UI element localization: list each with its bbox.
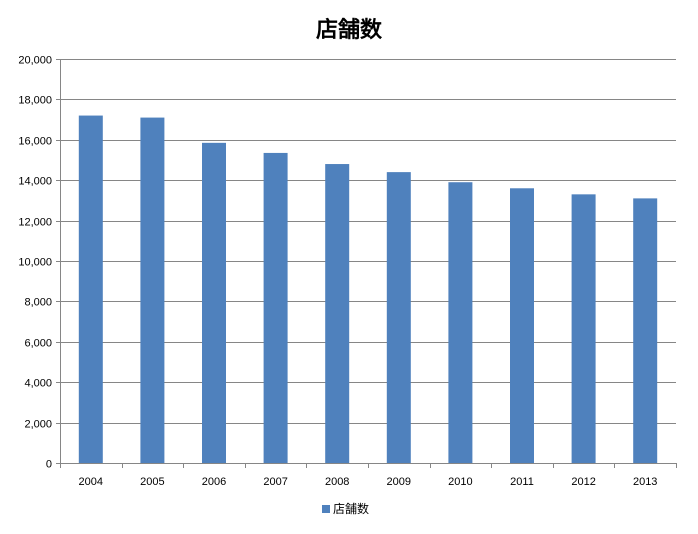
y-tick-label: 6,000 (24, 338, 52, 350)
bar-2011 (510, 188, 534, 463)
axes (56, 59, 677, 468)
y-tick-labels: 0 2,000 4,000 6,000 8,000 10,000 12,000 14,000 1… (18, 55, 52, 471)
y-tick-label: 0 (46, 459, 52, 471)
y-tick-label: 10,000 (18, 257, 52, 269)
y-tick-label: 18,000 (18, 95, 52, 107)
legend: 店舗数 (322, 500, 369, 517)
y-tick-label: 16,000 (18, 136, 52, 148)
x-tick-label: 2012 (571, 476, 595, 488)
x-tick-label: 2004 (79, 476, 103, 488)
legend-swatch (322, 504, 330, 513)
y-tick-label: 12,000 (18, 217, 52, 229)
bar-2006 (202, 142, 226, 463)
legend-label: 店舗数 (333, 502, 370, 516)
x-tick-label: 2010 (448, 476, 472, 488)
x-tick-label: 2008 (325, 476, 349, 488)
bar-2008 (325, 164, 350, 464)
x-tick-label: 2009 (387, 476, 411, 488)
y-tick-label: 20,000 (18, 55, 52, 67)
bar-2005 (140, 117, 165, 463)
x-tick-label: 2013 (633, 476, 657, 488)
y-tick-label: 8,000 (24, 297, 52, 309)
x-tick-label: 2006 (202, 476, 226, 488)
bar-2012 (571, 194, 596, 463)
y-tick-label: 2,000 (24, 419, 52, 431)
bar-2009 (386, 172, 411, 463)
x-tick-label: 2005 (140, 476, 164, 488)
x-tick-label: 2011 (510, 476, 534, 488)
bar-2004 (78, 115, 103, 463)
chart-title: 店舗数 (315, 18, 382, 43)
x-tick-label: 2007 (263, 476, 287, 488)
bar-2007 (263, 152, 288, 463)
bars (78, 115, 658, 464)
x-tick-labels: 2004 2005 2006 2007 2008 2009 2010 2011 2012 2013 (79, 476, 658, 488)
bar-2010 (448, 182, 473, 463)
y-tick-label: 14,000 (18, 176, 52, 188)
bar-2013 (633, 198, 658, 463)
y-tick-label: 4,000 (24, 378, 52, 390)
